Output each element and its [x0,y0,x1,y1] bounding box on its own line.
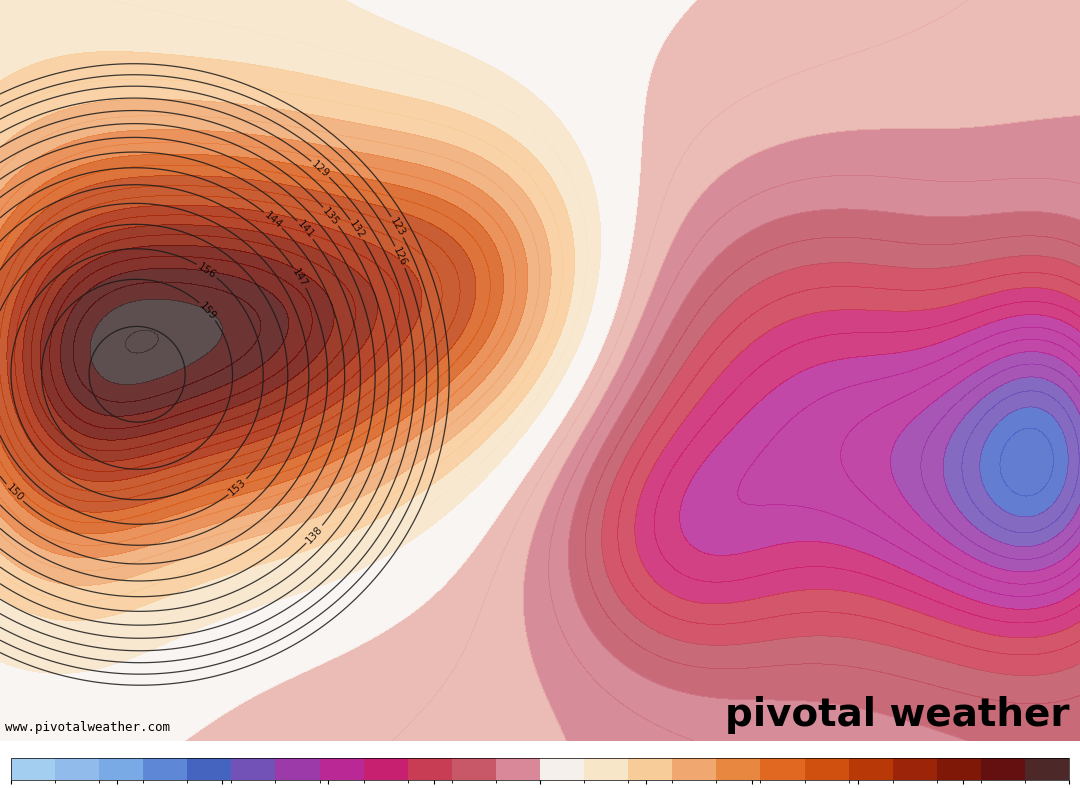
Text: 144: 144 [262,210,284,230]
Text: 123: 123 [388,216,407,238]
Text: 129: 129 [310,158,332,180]
Text: 135: 135 [321,206,341,227]
Text: 132: 132 [348,219,367,241]
Text: 153: 153 [227,477,248,497]
Text: 141: 141 [295,219,315,241]
Text: 138: 138 [305,524,325,545]
Text: 156: 156 [195,261,218,281]
Text: www.pivotalweather.com: www.pivotalweather.com [5,722,171,734]
Text: pivotal weather: pivotal weather [725,697,1069,734]
Text: 150: 150 [4,482,25,504]
Text: 159: 159 [198,300,218,322]
Text: 126: 126 [391,246,408,268]
Text: 147: 147 [291,266,309,288]
